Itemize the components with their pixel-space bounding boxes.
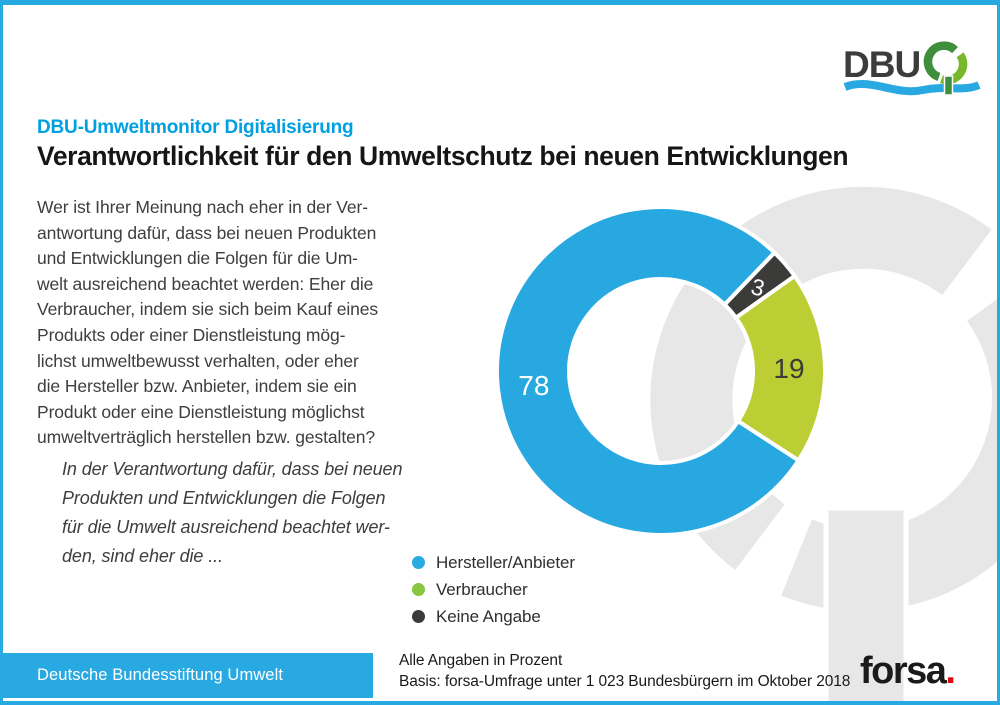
answer-stem-text: In der Verantwortung dafür, dass bei neu…	[62, 459, 403, 566]
legend-dot-green	[412, 583, 425, 596]
dbu-logo-text: DBU	[843, 44, 920, 85]
dbu-logo-wave	[843, 80, 981, 96]
legend-label: Hersteller/Anbieter	[436, 552, 575, 572]
watermark-stem	[823, 505, 909, 701]
footer-bar: Deutsche Bundesstiftung Umwelt	[3, 653, 373, 698]
donut-value-label: 78	[518, 370, 549, 401]
legend-item-keine-angabe: Keine Angabe	[412, 603, 575, 630]
legend-item-verbraucher: Verbraucher	[412, 576, 575, 603]
chart-legend: Hersteller/Anbieter Verbraucher Keine An…	[412, 549, 575, 630]
legend-dot-blue	[412, 556, 425, 569]
legend-item-hersteller: Hersteller/Anbieter	[412, 549, 575, 576]
donut-segment-verbraucher	[733, 273, 827, 464]
kicker: DBU-Umweltmonitor Digitalisierung	[37, 117, 354, 138]
forsa-dot: .	[945, 650, 956, 692]
footer-bar-label: Deutsche Bundesstiftung Umwelt	[37, 666, 284, 684]
legend-dot-dark	[412, 610, 425, 623]
footnote-unit: Alle Angaben in Prozent	[399, 652, 563, 669]
legend-label: Verbraucher	[436, 579, 528, 599]
dbu-logo: DBU	[843, 41, 981, 96]
survey-question-text: Wer ist Ihrer Meinung nach eher in der V…	[37, 197, 379, 448]
footnote-basis: Basis: forsa-Umfrage unter 1 023 Bundesb…	[399, 673, 851, 690]
page-title: Verantwortlichkeit für den Umweltschutz …	[37, 141, 849, 171]
legend-label: Keine Angabe	[436, 606, 541, 626]
chart-footnote: Alle Angaben in Prozent Basis: forsa-Umf…	[399, 650, 850, 692]
forsa-logo: forsa.	[860, 650, 956, 693]
forsa-text: forsa	[860, 650, 947, 692]
dbu-emblem-stem	[943, 75, 954, 96]
donut-segment-hersteller-anbieter	[495, 205, 802, 537]
donut-value-label: 19	[773, 353, 804, 384]
dbu-emblem-left-crescent	[923, 41, 958, 81]
